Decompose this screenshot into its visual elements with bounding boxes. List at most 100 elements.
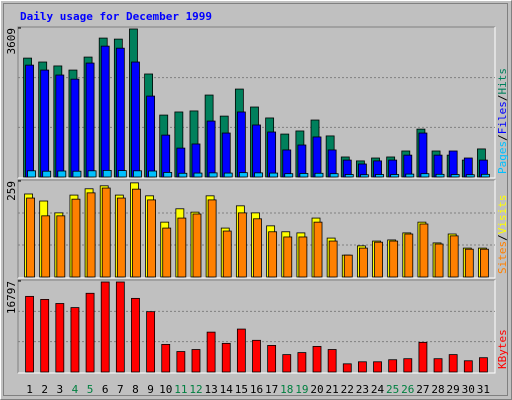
bar: [147, 199, 156, 278]
bar: [27, 170, 36, 178]
legend-entry: Sites: [496, 241, 509, 274]
x-tick-label: 15: [235, 383, 248, 396]
bar: [374, 241, 383, 278]
bar: [328, 240, 338, 278]
plot-bevel: [18, 27, 496, 179]
bar: [403, 358, 413, 373]
bar: [389, 240, 399, 278]
bar: [269, 172, 279, 178]
legend-entry: Pages: [496, 141, 509, 174]
bar: [342, 363, 352, 373]
legend: KBytes: [496, 329, 509, 369]
bar: [176, 351, 186, 373]
x-tick-label: 2: [41, 383, 48, 396]
bar: [40, 69, 50, 178]
bar: [223, 172, 233, 178]
bar: [329, 173, 339, 178]
x-tick-label: 21: [326, 383, 339, 396]
bar: [405, 173, 415, 178]
bar: [297, 352, 307, 373]
x-tick-label: 7: [117, 383, 124, 396]
bar: [480, 248, 489, 278]
legend: Pages/Files/Hits: [496, 68, 509, 174]
bar: [375, 174, 384, 178]
bar: [449, 235, 459, 278]
bar: [463, 157, 473, 178]
bar: [343, 254, 353, 278]
bar: [57, 170, 67, 178]
bar: [133, 170, 142, 178]
x-tick-label: 13: [204, 383, 217, 396]
bar: [206, 120, 216, 178]
bar: [404, 233, 414, 278]
bar: [191, 143, 201, 178]
bar: [312, 346, 322, 373]
x-tick-label: 20: [310, 383, 323, 396]
bar: [25, 295, 34, 373]
legend-separator: /: [496, 134, 509, 141]
x-tick-label: 6: [102, 383, 109, 396]
bar: [479, 357, 488, 373]
bar: [236, 111, 246, 178]
bar: [327, 149, 337, 178]
bar: [433, 154, 443, 178]
bar: [101, 187, 111, 278]
y-tick-label: 3609: [5, 28, 18, 55]
bar: [163, 172, 173, 178]
legend-entry: KBytes: [496, 329, 509, 369]
bar: [252, 339, 261, 373]
bar: [283, 236, 293, 278]
bar: [221, 342, 231, 373]
x-tick-label: 11: [174, 383, 187, 396]
bar: [481, 173, 490, 178]
bar: [327, 349, 337, 373]
x-tick-label: 19: [295, 383, 308, 396]
bar: [42, 170, 52, 178]
bar: [463, 360, 473, 373]
bar: [448, 150, 458, 178]
bar: [85, 292, 95, 373]
x-tick-label: 3: [57, 383, 64, 396]
x-tick-label: 5: [87, 383, 94, 396]
bar: [71, 198, 81, 278]
bar: [433, 358, 443, 373]
bar: [25, 64, 34, 178]
bar: [100, 45, 110, 178]
bar: [40, 299, 50, 373]
bar: [388, 359, 398, 373]
bar: [359, 247, 368, 278]
bar: [176, 147, 186, 178]
bar: [55, 303, 65, 373]
x-tick-label: 14: [220, 383, 234, 396]
x-tick-label: 23: [356, 383, 369, 396]
bar: [70, 78, 80, 178]
x-tick-label: 16: [250, 383, 263, 396]
bar: [254, 172, 263, 178]
x-tick-label: 22: [341, 383, 354, 396]
bar: [253, 218, 262, 278]
bar: [100, 281, 110, 373]
x-tick-label: 1: [26, 383, 33, 396]
plot-bevel: [18, 280, 496, 374]
bar: [465, 174, 475, 178]
bar: [131, 61, 140, 178]
legend-entry: Visits: [496, 195, 509, 235]
legend: Sites/Visits: [496, 195, 509, 275]
bar: [252, 124, 261, 178]
bar: [208, 172, 218, 178]
frame: [3, 3, 508, 396]
legend-entry: Hits: [496, 68, 509, 95]
bar: [390, 174, 400, 178]
x-tick-label: 25: [386, 383, 399, 396]
bar: [70, 307, 80, 373]
bar: [312, 136, 322, 178]
bar: [435, 173, 445, 178]
bar: [206, 331, 216, 373]
bar: [177, 217, 187, 278]
legend-entry: Files: [496, 101, 509, 134]
bar: [131, 297, 140, 373]
bar: [267, 131, 277, 178]
x-tick-label: 9: [147, 383, 154, 396]
bar: [192, 213, 202, 278]
